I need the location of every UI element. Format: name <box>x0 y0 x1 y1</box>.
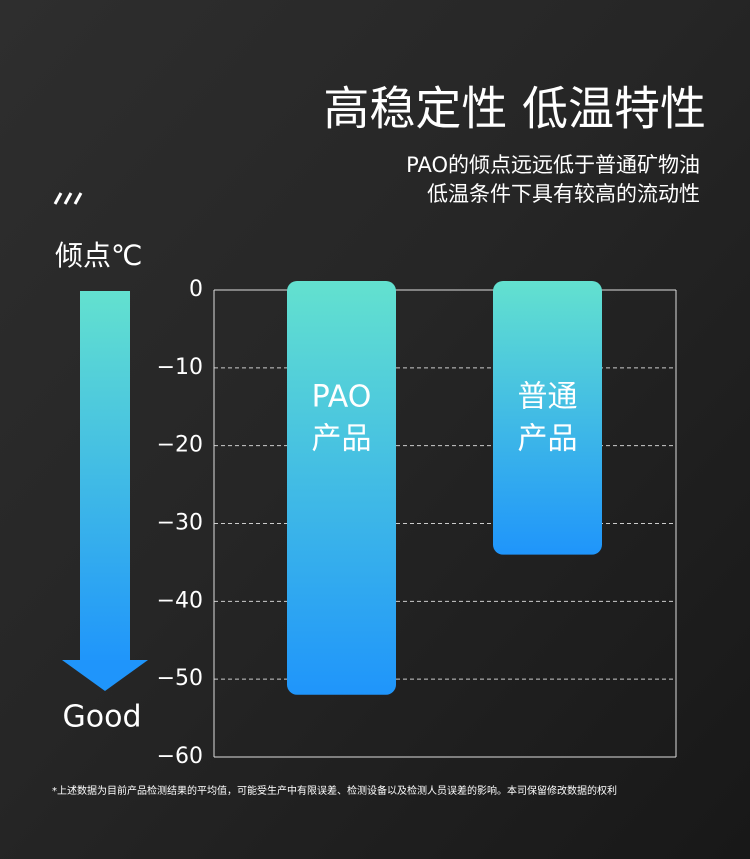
subtitle: 低温条件下具有较高的流动性 <box>427 182 700 206</box>
y-tick-label: −60 <box>157 744 203 769</box>
bar-label: 产品 <box>312 422 372 457</box>
y-tick-label: 0 <box>189 277 203 302</box>
bar <box>493 281 602 555</box>
y-tick-label: −30 <box>157 511 203 536</box>
y-tick-label: −10 <box>157 355 203 380</box>
arrow <box>62 291 148 691</box>
bar-label: PAO <box>312 380 372 415</box>
subtitle: PAO的倾点远远低于普通矿物油 <box>406 153 700 177</box>
title: 高稳定性 低温特性 <box>323 82 706 136</box>
y-tick-label: −50 <box>157 666 203 691</box>
bar <box>287 281 396 695</box>
decoration <box>53 192 83 205</box>
bar-label: 产品 <box>518 422 578 457</box>
y-label: 倾点℃ <box>55 239 142 272</box>
y-tick-label: −40 <box>157 588 203 613</box>
bar-label: 普通 <box>518 380 578 415</box>
arrow-label: Good <box>63 700 142 735</box>
footnote: *上述数据为目前产品检测结果的平均值，可能受生产中有限误差、检测设备以及检测人员… <box>52 784 617 797</box>
y-tick-label: −20 <box>157 433 203 458</box>
